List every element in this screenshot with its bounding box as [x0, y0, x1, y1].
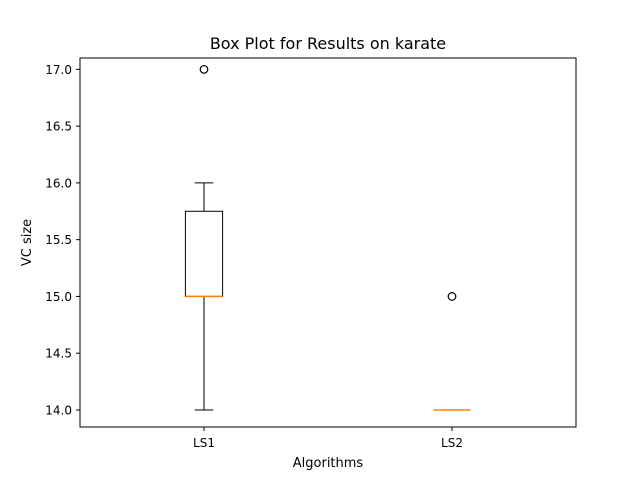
x-axis: LS1 LS2	[193, 427, 463, 450]
iqr-box	[184, 210, 224, 297]
y-tick-label: 15.5	[45, 233, 72, 247]
box-group-ls1	[184, 64, 224, 411]
y-tick-label: 16.0	[45, 176, 72, 190]
x-axis-label: Algorithms	[293, 456, 364, 471]
y-axis-label: VC size	[20, 219, 35, 266]
outlier-point	[447, 292, 457, 301]
x-tick-label: LS1	[193, 436, 215, 450]
y-tick-label: 17.0	[45, 63, 72, 77]
y-tick-label: 16.5	[45, 120, 72, 134]
y-axis: 14.0 14.5 15.0 15.5 16.0 16.5 17.0	[45, 63, 80, 417]
y-tick-label: 14.0	[45, 403, 72, 417]
box-group-ls2	[433, 292, 471, 411]
y-tick-label: 15.0	[45, 290, 72, 304]
outlier-point	[199, 64, 209, 74]
plot-area-frame	[79, 57, 577, 428]
y-tick-label: 14.5	[45, 347, 72, 361]
box-series	[184, 64, 471, 411]
x-tick-label: LS2	[441, 436, 463, 450]
chart-title: Box Plot for Results on karate	[210, 34, 446, 53]
